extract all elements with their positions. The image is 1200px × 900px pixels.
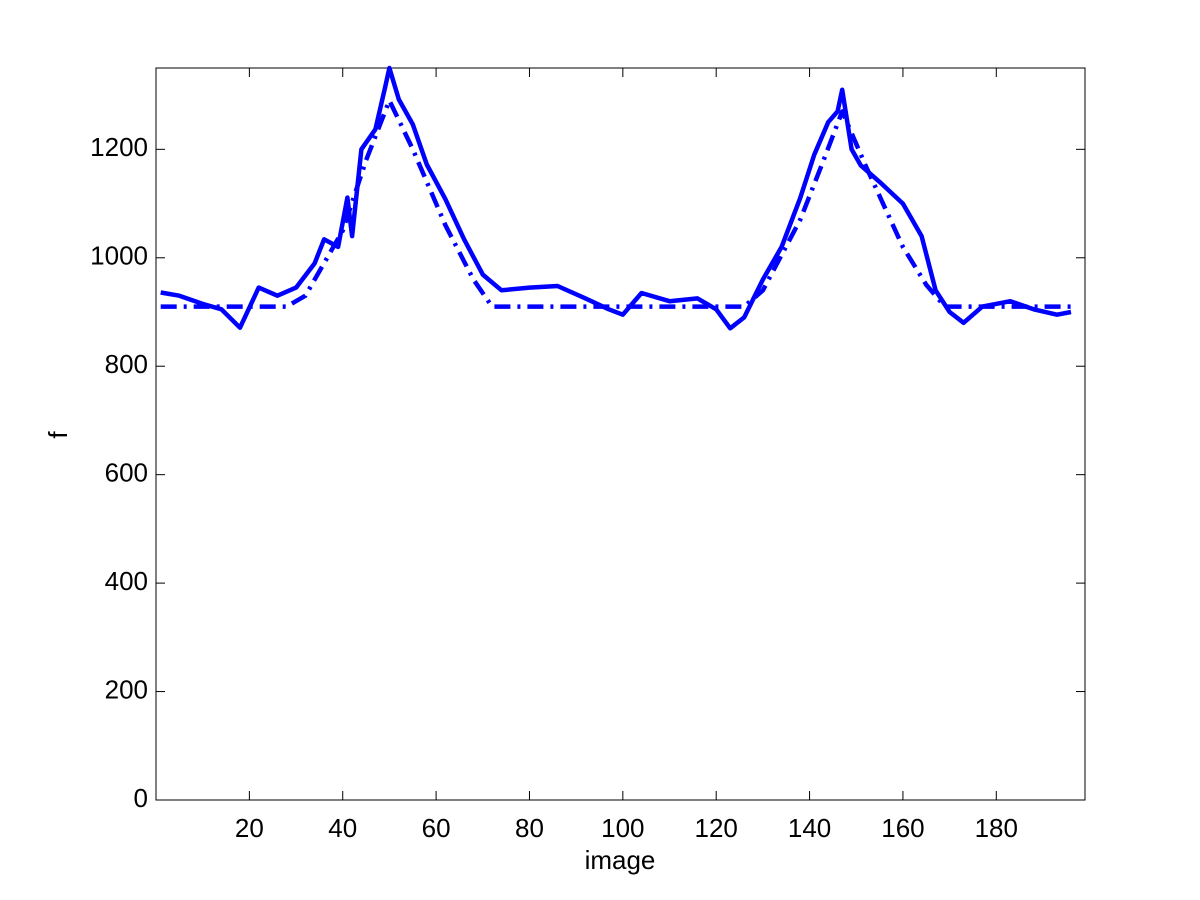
y-tick-label: 1200 <box>90 132 148 162</box>
line-series <box>160 65 1072 331</box>
x-tick-label: 120 <box>695 813 738 843</box>
x-axis-label: image <box>585 845 656 875</box>
x-tick-label: 160 <box>881 813 924 843</box>
x-tick-label: 40 <box>328 813 357 843</box>
x-tick-label: 180 <box>975 813 1018 843</box>
line-series <box>160 98 1071 309</box>
y-tick-label: 800 <box>105 349 148 379</box>
y-axis-label: f <box>43 431 73 439</box>
x-tick-label: 140 <box>788 813 831 843</box>
x-tick-label: 60 <box>422 813 451 843</box>
plot-area <box>155 67 1086 801</box>
x-tick-label: 100 <box>601 813 644 843</box>
x-tick-label: 20 <box>235 813 264 843</box>
y-tick-label: 1000 <box>90 241 148 271</box>
y-tick-label: 200 <box>105 674 148 704</box>
x-tick-label: 80 <box>515 813 544 843</box>
y-tick-label: 0 <box>134 783 148 813</box>
y-tick-label: 400 <box>105 566 148 596</box>
y-tick-label: 600 <box>105 458 148 488</box>
